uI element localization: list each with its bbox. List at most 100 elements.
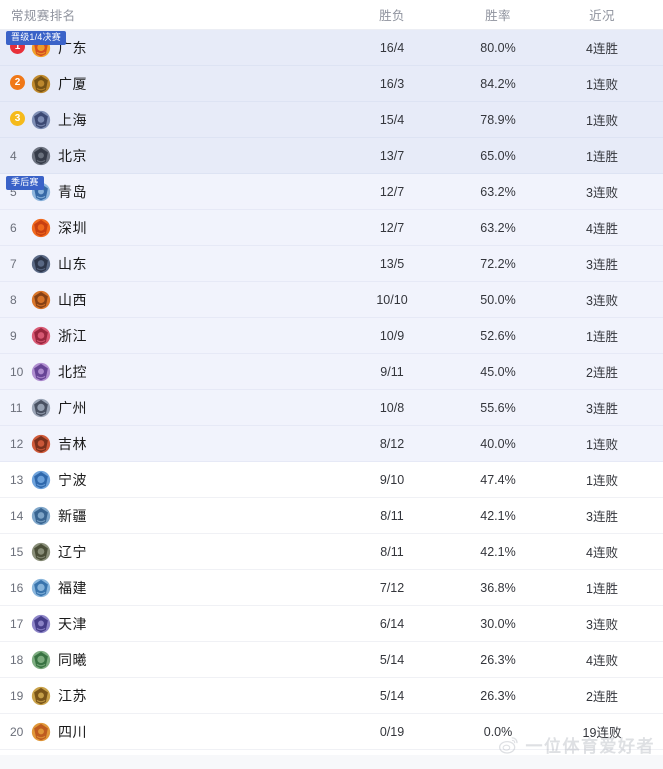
rank-cell: 16 <box>0 581 30 595</box>
streak-cell: 4连败 <box>586 546 618 560</box>
record-cell: 0/19 <box>379 724 405 739</box>
table-row[interactable]: 14 新疆 8/11 42.1% 3连胜 <box>0 498 663 534</box>
rank-medal: 2 <box>10 75 25 91</box>
team-name[interactable]: 上海 <box>58 111 87 128</box>
rank-cell: 11 <box>0 401 30 415</box>
shandong-logo <box>30 253 52 275</box>
team-name[interactable]: 广州 <box>58 399 87 416</box>
streak-cell: 4连胜 <box>586 42 618 56</box>
ningbo-logo <box>30 469 52 491</box>
rank-cell: 15 <box>0 545 30 559</box>
rank-cell: 5 <box>0 185 30 199</box>
rank-cell: 17 <box>0 617 30 631</box>
team-name[interactable]: 青岛 <box>58 183 87 200</box>
guangzhou-logo <box>30 397 52 419</box>
table-row[interactable]: 9 浙江 10/9 52.6% 1连胜 <box>0 318 663 354</box>
beikong-logo <box>30 361 52 383</box>
record-cell: 16/3 <box>379 76 405 91</box>
rank-number: 4 <box>10 148 17 163</box>
table-row[interactable]: 3 上海 15/4 78.9% 1连败 <box>0 102 663 138</box>
table-row[interactable]: 20 四川 0/19 0.0% 19连败 <box>0 714 663 750</box>
team-name[interactable]: 同曦 <box>58 651 87 668</box>
streak-cell: 3连胜 <box>586 402 618 416</box>
team-name[interactable]: 新疆 <box>58 507 87 524</box>
table-row[interactable]: 11 广州 10/8 55.6% 3连胜 <box>0 390 663 426</box>
winpct-cell: 84.2% <box>480 76 516 91</box>
table-row[interactable]: 16 福建 7/12 36.8% 1连胜 <box>0 570 663 606</box>
rank-number: 9 <box>10 328 17 343</box>
team-name[interactable]: 深圳 <box>58 219 87 236</box>
rank-cell: 13 <box>0 473 30 487</box>
table-row[interactable]: 4 北京 13/7 65.0% 1连胜 <box>0 138 663 174</box>
record-cell: 6/14 <box>379 616 405 631</box>
team-name[interactable]: 福建 <box>58 579 87 596</box>
rank-number: 14 <box>10 508 24 523</box>
zhejiang-logo <box>30 325 52 347</box>
streak-cell: 3连败 <box>586 294 618 308</box>
record-cell: 5/14 <box>379 652 405 667</box>
beijing-logo <box>30 145 52 167</box>
xinjiang-logo <box>30 505 52 527</box>
rank-number: 12 <box>10 436 24 451</box>
winpct-cell: 65.0% <box>480 148 516 163</box>
streak-cell: 3连胜 <box>586 258 618 272</box>
streak-cell: 1连胜 <box>586 582 618 596</box>
rank-number: 19 <box>10 688 24 703</box>
table-row[interactable]: 2 广厦 16/3 84.2% 1连败 <box>0 66 663 102</box>
streak-cell: 1连败 <box>586 78 618 92</box>
table-row[interactable]: 10 北控 9/11 45.0% 2连胜 <box>0 354 663 390</box>
table-row[interactable]: 12 吉林 8/12 40.0% 1连败 <box>0 426 663 462</box>
bottom-strip <box>0 755 663 769</box>
record-cell: 12/7 <box>379 220 405 235</box>
winpct-cell: 47.4% <box>480 472 516 487</box>
fujian-logo <box>30 577 52 599</box>
rank-cell: 18 <box>0 653 30 667</box>
table-row[interactable]: 7 山东 13/5 72.2% 3连胜 <box>0 246 663 282</box>
streak-cell: 2连胜 <box>586 366 618 380</box>
tier-badge-quarterfinal: 晋级1/4决赛 <box>6 31 66 45</box>
table-row[interactable]: 6 深圳 12/7 63.2% 4连胜 <box>0 210 663 246</box>
table-row[interactable]: 19 江苏 5/14 26.3% 2连胜 <box>0 678 663 714</box>
record-cell: 13/7 <box>379 148 405 163</box>
streak-cell: 3连败 <box>586 618 618 632</box>
team-name[interactable]: 四川 <box>58 723 87 740</box>
streak-cell: 1连胜 <box>586 330 618 344</box>
team-name[interactable]: 江苏 <box>58 687 87 704</box>
team-name[interactable]: 山西 <box>58 291 87 308</box>
table-row[interactable]: 8 山西 10/10 50.0% 3连败 <box>0 282 663 318</box>
rank-number: 6 <box>10 220 17 235</box>
winpct-cell: 30.0% <box>480 616 516 631</box>
table-row[interactable]: 17 天津 6/14 30.0% 3连败 <box>0 606 663 642</box>
record-cell: 16/4 <box>379 40 405 55</box>
table-row[interactable]: 5 青岛 12/7 63.2% 3连败 <box>0 174 663 210</box>
team-name[interactable]: 宁波 <box>58 471 87 488</box>
rank-cell: 14 <box>0 509 30 523</box>
table-row[interactable]: 18 同曦 5/14 26.3% 4连败 <box>0 642 663 678</box>
team-name[interactable]: 辽宁 <box>58 543 87 560</box>
team-name[interactable]: 北京 <box>58 147 87 164</box>
table-row[interactable]: 15 辽宁 8/11 42.1% 4连败 <box>0 534 663 570</box>
table-row[interactable]: 1 广东 16/4 80.0% 4连胜 <box>0 30 663 66</box>
winpct-cell: 52.6% <box>480 328 516 343</box>
record-cell: 12/7 <box>379 184 405 199</box>
rank-cell: 4 <box>0 149 30 163</box>
rank-number: 8 <box>10 292 17 307</box>
team-name[interactable]: 浙江 <box>58 327 87 344</box>
column-header-record: 胜负 <box>379 9 405 23</box>
team-name[interactable]: 山东 <box>58 255 87 272</box>
team-name[interactable]: 天津 <box>58 615 87 632</box>
record-cell: 10/8 <box>379 400 405 415</box>
team-name[interactable]: 广厦 <box>58 75 87 92</box>
rank-number: 17 <box>10 616 24 631</box>
shenzhen-logo <box>30 217 52 239</box>
rank-cell: 2 <box>0 75 30 91</box>
team-name[interactable]: 北控 <box>58 363 87 380</box>
rank-number: 18 <box>10 652 24 667</box>
winpct-cell: 26.3% <box>480 652 516 667</box>
rank-cell: 7 <box>0 257 30 271</box>
winpct-cell: 50.0% <box>480 292 516 307</box>
table-row[interactable]: 13 宁波 9/10 47.4% 1连败 <box>0 462 663 498</box>
shanxi-logo <box>30 289 52 311</box>
team-name[interactable]: 吉林 <box>58 435 87 452</box>
